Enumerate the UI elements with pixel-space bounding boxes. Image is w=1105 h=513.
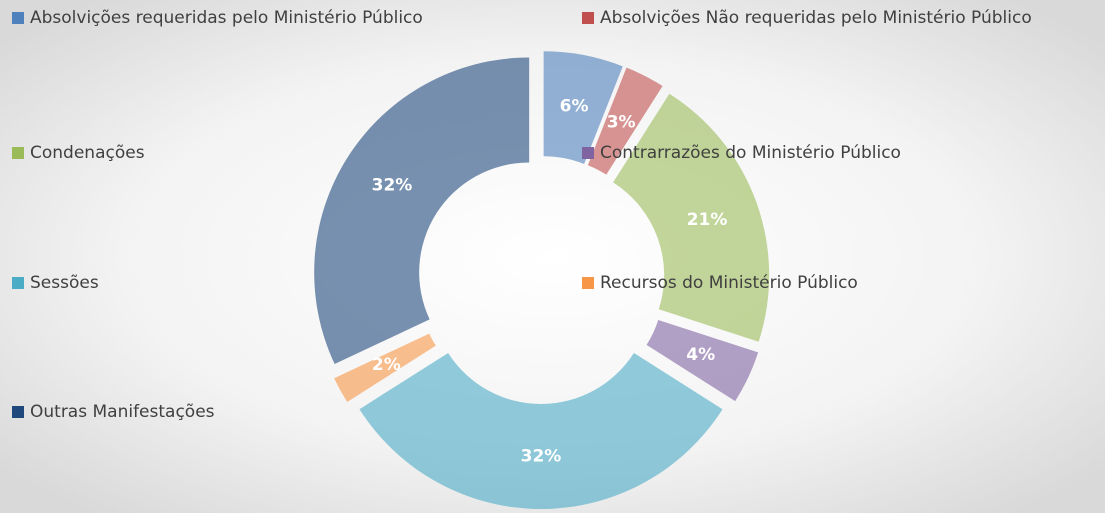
data-label: 2%: [372, 355, 401, 375]
legend-label: Absolvições requeridas pelo Ministério P…: [30, 8, 423, 28]
legend-swatch: [12, 277, 24, 289]
data-label: 4%: [686, 345, 715, 365]
legend-label: Absolvições Não requeridas pelo Ministér…: [600, 8, 1032, 28]
slice: [587, 67, 663, 175]
data-label: 32%: [372, 175, 413, 195]
legend-swatch: [12, 12, 24, 24]
data-label: 21%: [687, 210, 728, 230]
slice: [314, 57, 530, 365]
slice: [543, 51, 623, 164]
slice: [334, 333, 436, 402]
slice: [613, 93, 770, 342]
data-label: 3%: [607, 113, 636, 133]
legend-swatch: [12, 406, 24, 418]
legend-label: Sessões: [30, 273, 99, 293]
legend-swatch: [582, 277, 594, 289]
legend-swatch: [582, 147, 594, 159]
slice: [359, 352, 723, 510]
legend-swatch: [582, 12, 594, 24]
legend-label: Contrarrazões do Ministério Público: [600, 143, 901, 163]
legend-swatch: [12, 147, 24, 159]
legend-label: Outras Manifestações: [30, 402, 215, 422]
data-label: 6%: [560, 97, 589, 117]
slice: [646, 319, 759, 402]
legend-label: Recursos do Ministério Público: [600, 273, 858, 293]
data-label: 32%: [521, 447, 562, 467]
legend-label: Condenações: [30, 143, 145, 163]
